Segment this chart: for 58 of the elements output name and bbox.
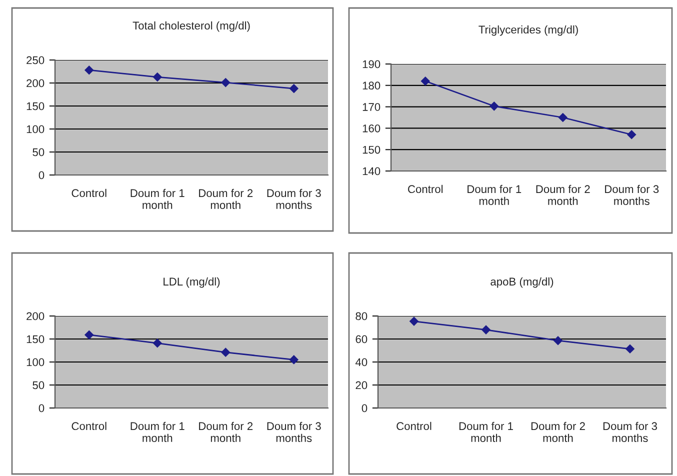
point (420, 76, 430, 86)
point (152, 338, 162, 348)
y-tick-label: 170 (362, 103, 380, 111)
chart-title: apoB (mg/dl) (490, 277, 554, 288)
y-tick-label: 200 (26, 79, 44, 88)
x-tick-label: Doum for 3 months (267, 422, 321, 442)
point (627, 130, 636, 140)
chart-title: LDL (mg/dl) (164, 277, 220, 288)
x-tick-label: Doum for 1 month (468, 184, 522, 206)
y-tick-label: 190 (362, 60, 380, 68)
x-tick-label: Doum for 2 month (531, 422, 585, 442)
x-tick-label: Doum for 1 month (130, 422, 184, 442)
point (482, 325, 490, 334)
y-tick-label: 60 (356, 335, 368, 344)
x-tick-label: Control (396, 422, 432, 430)
y-tick-label: 150 (26, 102, 44, 110)
y-tick-label: 100 (26, 125, 44, 134)
y-tick-label: 50 (32, 148, 44, 156)
point (558, 113, 568, 122)
x-tick-label: Doum for 3 months (267, 188, 321, 210)
point (221, 348, 230, 357)
point (554, 336, 562, 346)
y-tick-label: 140 (362, 167, 380, 176)
x-tick-label: Doum for 1 month (459, 422, 513, 442)
point (84, 66, 94, 75)
y-tick-label: 0 (38, 404, 44, 412)
point (490, 102, 499, 111)
y-tick-label: 200 (26, 312, 44, 320)
chart-title: Triglycerides (mg/dl) (478, 25, 578, 36)
y-tick-label: 150 (362, 146, 380, 154)
x-tick-label: Control (72, 188, 106, 198)
y-tick-label: 100 (26, 358, 44, 366)
y-tick-label: 40 (355, 358, 368, 366)
y-tick-label: 80 (356, 312, 368, 320)
point (626, 344, 634, 354)
y-tick-label: 250 (26, 56, 44, 64)
x-tick-label: Doum for 2 month (536, 184, 590, 206)
y-tick-label: 160 (362, 124, 380, 132)
chart-title: Total cholesterol (mg/dl) (132, 21, 250, 32)
x-tick-label: Doum for 2 month (199, 188, 253, 210)
y-tick-label: 50 (32, 381, 44, 390)
x-tick-label: Control (408, 184, 443, 194)
y-tick-label: 20 (356, 381, 368, 390)
point (84, 330, 94, 340)
y-tick-label: 180 (362, 82, 380, 90)
x-tick-label: Doum for 3 months (603, 422, 657, 442)
point (289, 84, 298, 93)
x-tick-label: Control (72, 422, 106, 430)
x-tick-label: Doum for 1 month (130, 188, 184, 210)
point (410, 316, 418, 326)
point (289, 355, 298, 364)
x-tick-label: Doum for 2 month (199, 422, 253, 442)
x-tick-label: Doum for 3 months (605, 184, 659, 206)
y-tick-label: 150 (26, 335, 44, 344)
y-tick-label: 0 (362, 404, 368, 412)
point (221, 78, 230, 87)
y-tick-label: 0 (38, 171, 44, 180)
point (152, 72, 162, 82)
